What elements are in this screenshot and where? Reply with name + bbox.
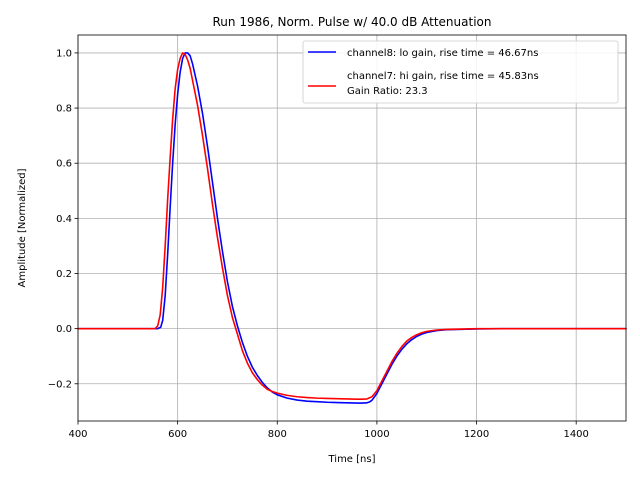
x-tick-label: 1400 bbox=[563, 429, 588, 440]
y-tick-label: 0.6 bbox=[56, 159, 72, 170]
series-line-channel7-hi-gain bbox=[77, 52, 627, 401]
x-tick-label: 800 bbox=[268, 429, 287, 440]
y-tick-label: 0.4 bbox=[56, 214, 72, 225]
y-tick-label: 1.0 bbox=[56, 48, 72, 59]
grid bbox=[77, 35, 626, 421]
legend-box bbox=[302, 40, 619, 104]
legend-label-channel7: channel7: hi gain, rise time = 45.83ns bbox=[347, 71, 539, 82]
x-tick-label: 1200 bbox=[464, 429, 489, 440]
y-tick-label: −0.2 bbox=[48, 379, 72, 390]
y-tick-label: 0.0 bbox=[56, 324, 72, 335]
x-tick-label: 600 bbox=[168, 429, 187, 440]
series-line-channel8-lo-gain bbox=[77, 52, 627, 404]
x-axis-label: Time [ns] bbox=[327, 454, 375, 465]
legend: channel8: lo gain, rise time = 46.67ns c… bbox=[302, 40, 619, 104]
ticks: 400 600 800 1000 1200 1400 −0.2 0.0 0.2 0.4 0.6 0.8… bbox=[48, 48, 589, 440]
y-tick-label: 0.2 bbox=[56, 269, 72, 280]
series-layer bbox=[77, 52, 627, 404]
x-tick-label: 400 bbox=[68, 429, 87, 440]
y-axis-label: Amplitude [Normalized] bbox=[17, 168, 28, 287]
legend-gain-ratio: Gain Ratio: 23.3 bbox=[347, 86, 428, 97]
y-tick-label: 0.8 bbox=[56, 104, 72, 115]
legend-label-channel8: channel8: lo gain, rise time = 46.67ns bbox=[347, 48, 538, 59]
chart-title: Run 1986, Norm. Pulse w/ 40.0 dB Attenua… bbox=[213, 15, 492, 29]
plot-frame bbox=[77, 34, 627, 422]
x-tick-label: 1000 bbox=[364, 429, 389, 440]
